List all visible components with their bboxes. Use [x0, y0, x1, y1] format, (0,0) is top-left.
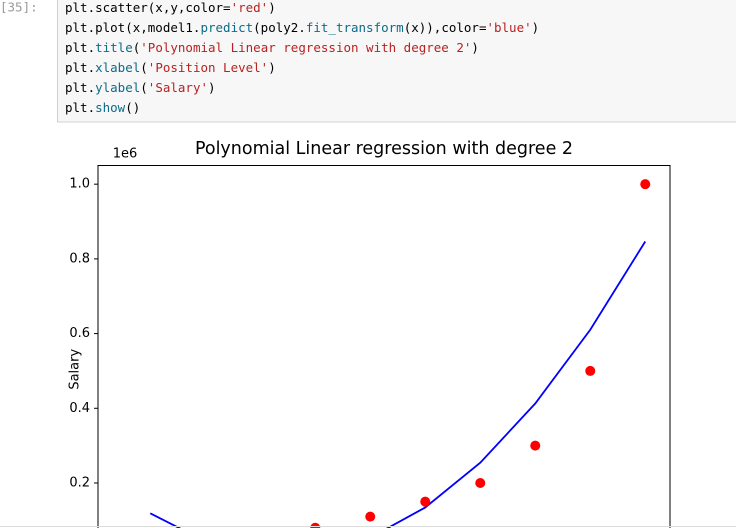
plot-frame [97, 165, 671, 528]
code-box [57, 0, 736, 123]
scatter-point [530, 440, 541, 451]
code-token: ) [208, 80, 216, 95]
y-tick-label: 1.0 [69, 177, 90, 192]
code-token: ( [140, 80, 148, 95]
code-line: plt.show() [65, 100, 140, 115]
scatter-point [640, 179, 651, 190]
code-token: ( [140, 60, 148, 75]
code-line: plt.xlabel('Position Level') [65, 60, 276, 75]
code-token: ) [471, 40, 479, 55]
code-token: () [125, 100, 140, 115]
code-line: plt.ylabel('Salary') [65, 80, 216, 95]
code-token: fit_transform [306, 20, 404, 35]
y-offset-label: 1e6 [113, 147, 138, 162]
code-token: plt. [65, 80, 95, 95]
code-token: plt.scatter(x,y,color= [65, 0, 231, 15]
scatter-point [420, 496, 431, 507]
scatter-point [365, 511, 376, 522]
code-token: ) [268, 0, 276, 15]
code-token: plt.plot(x,model1. [65, 20, 200, 35]
scatter-point [475, 477, 486, 488]
code-token: plt. [65, 100, 95, 115]
code-token: ) [268, 60, 276, 75]
code-token: plt. [65, 40, 95, 55]
y-axis-label: Salary [68, 349, 83, 390]
chart-title: Polynomial Linear regression with degree… [195, 139, 573, 159]
code-token: 'blue' [486, 20, 531, 35]
code-line: plt.title('Polynomial Linear regression … [65, 40, 479, 55]
code-token: ( [133, 40, 141, 55]
code-lines: plt.scatter(x,y,color='red')plt.plot(x,m… [65, 0, 539, 115]
chart: Polynomial Linear regression with degree… [68, 139, 671, 528]
scatter-point [310, 522, 321, 528]
scatter-point [585, 365, 596, 376]
code-token: 'Polynomial Linear regression with degre… [140, 40, 471, 55]
y-tick-label: 0.2 [69, 475, 90, 490]
code-token: xlabel [95, 60, 140, 75]
code-token: 'Position Level' [148, 60, 268, 75]
fit-line [149, 240, 647, 528]
y-tick-label: 0.4 [69, 401, 90, 416]
code-token: predict [200, 20, 253, 35]
code-token: show [95, 100, 126, 115]
y-tick-label: 0.8 [69, 251, 90, 266]
code-line: plt.scatter(x,y,color='red') [65, 0, 276, 15]
code-token: plt. [65, 60, 95, 75]
code-token: ) [532, 20, 540, 35]
code-token: 'red' [231, 0, 269, 15]
code-token: title [95, 40, 133, 55]
code-token: (x)),color= [404, 20, 487, 35]
cell-prompt: [35]: [0, 0, 38, 15]
code-token: 'Salary' [148, 80, 208, 95]
code-token: ylabel [95, 80, 140, 95]
code-line: plt.plot(x,model1.predict(poly2.fit_tran… [65, 20, 539, 35]
y-tick-label: 0.6 [69, 326, 90, 341]
code-token: (poly2. [253, 20, 306, 35]
